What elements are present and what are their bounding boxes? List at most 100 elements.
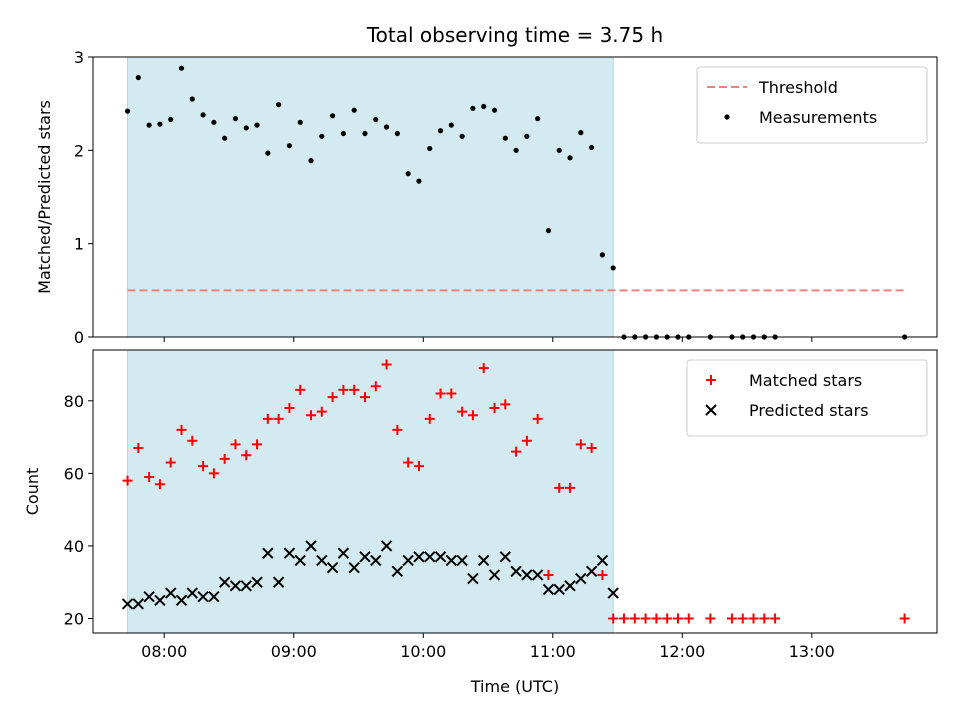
matched-star-point [500, 399, 511, 410]
predicted-star-point [467, 572, 479, 585]
measurement-point [589, 144, 595, 151]
predicted-star-point [477, 554, 490, 567]
measurement-point [524, 133, 530, 139]
legend-matched-swatch [706, 375, 716, 385]
matched-star-point [748, 613, 759, 624]
measurement-point [545, 228, 552, 234]
matched-star-point [737, 613, 748, 624]
predicted-star-point [596, 554, 609, 567]
measurement-point [286, 143, 293, 149]
measurement-point [157, 121, 163, 127]
y-tick-label: 60 [64, 464, 84, 483]
series-measurements [124, 65, 908, 340]
matched-star-point [759, 613, 770, 624]
matched-star-point [198, 461, 209, 472]
predicted-star-point [272, 576, 285, 588]
matched-star-point [381, 359, 392, 370]
measurement-point [481, 103, 487, 110]
legend-predicted-swatch [705, 404, 717, 416]
measurement-point [394, 130, 400, 137]
measurement-point [308, 158, 314, 164]
predicted-star-point [434, 551, 447, 563]
matched-star-point [187, 435, 198, 446]
matched-star-point [565, 482, 576, 493]
predicted-star-point [359, 551, 371, 563]
predicted-star-point [132, 598, 145, 610]
observing-window-shade [127, 56, 614, 338]
y-tick-label: 80 [64, 392, 84, 411]
matched-star-point [640, 613, 651, 624]
predicted-star-point [391, 565, 404, 578]
measurement-point [599, 252, 606, 258]
matched-star-point [521, 435, 532, 446]
measurement-point [578, 130, 584, 136]
predicted-star-point [326, 561, 339, 574]
matched-star-point [133, 442, 144, 453]
matched-star-point [370, 381, 381, 392]
measurement-point [556, 147, 562, 153]
predicted-star-point [445, 554, 458, 567]
chart-title: Total observing time = 3.75 h [366, 23, 663, 47]
predicted-star-point [229, 580, 242, 592]
measurement-point [513, 147, 519, 153]
predicted-star-point [197, 591, 209, 603]
matched-star-point [241, 450, 252, 461]
measurement-point [610, 265, 616, 271]
measurement-point [135, 74, 141, 81]
matched-star-point [392, 424, 403, 435]
predicted-star-point [316, 554, 328, 567]
measurement-point [178, 65, 185, 71]
matched-star-point [359, 392, 370, 403]
matched-star-point [295, 384, 306, 395]
series-predicted-stars [121, 540, 619, 610]
measurement-point [222, 135, 228, 141]
matched-star-point [672, 613, 683, 624]
matched-star-point [306, 410, 317, 421]
matched-star-point [532, 413, 543, 424]
measurement-point [297, 119, 303, 125]
measurement-point [383, 124, 390, 130]
y-tick-label: 3 [74, 48, 84, 67]
predicted-star-point [154, 594, 166, 607]
measurement-point [211, 119, 217, 125]
predicted-star-point [348, 561, 360, 574]
predicted-star-point [456, 554, 468, 567]
matched-star-point [284, 403, 295, 414]
measurement-point [168, 116, 174, 123]
matched-star-point [770, 613, 781, 624]
predicted-star-point [510, 565, 522, 578]
y-tick-label: 1 [74, 235, 84, 254]
matched-star-point [273, 413, 284, 424]
y-tick-label: 40 [64, 537, 84, 556]
y-tick-label: 0 [74, 328, 84, 347]
x-tick-label: 13:00 [789, 642, 835, 661]
matched-star-point [144, 471, 155, 482]
measurement-point [319, 133, 325, 139]
top-plot-frame [92, 56, 938, 338]
matched-star-point [435, 388, 446, 399]
matched-star-point [489, 403, 500, 414]
matched-star-point [619, 613, 630, 624]
predicted-star-point [542, 583, 555, 596]
bottom-legend: Matched stars Predicted stars [686, 359, 928, 437]
matched-star-point [327, 392, 338, 403]
predicted-star-point [531, 569, 544, 581]
matched-star-point [586, 442, 597, 453]
predicted-star-point [564, 580, 576, 592]
measurement-point [243, 125, 249, 131]
matched-star-point [446, 388, 457, 399]
matched-star-point [543, 569, 554, 580]
measurement-point [340, 130, 346, 137]
matched-star-point [413, 461, 424, 472]
matched-star-point [705, 613, 716, 624]
predicted-star-point [575, 572, 587, 585]
measurement-point [362, 130, 368, 137]
predicted-star-point [402, 554, 414, 567]
matched-star-point [554, 482, 565, 493]
predicted-star-point [585, 565, 598, 578]
predicted-star-point [521, 569, 533, 581]
x-tick-label: 11:00 [530, 642, 576, 661]
measurement-point [416, 178, 422, 184]
matched-star-point [457, 406, 468, 417]
